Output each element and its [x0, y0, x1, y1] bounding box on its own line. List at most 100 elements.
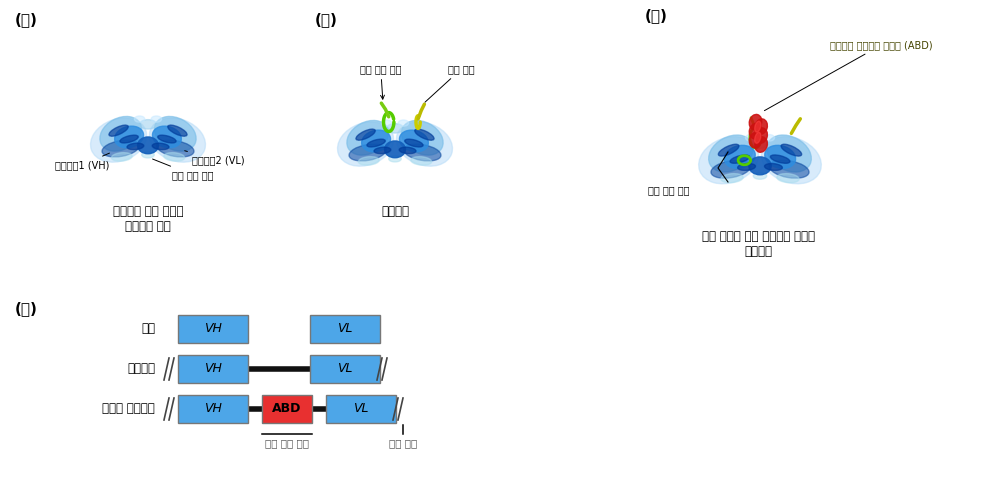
Ellipse shape: [134, 116, 145, 122]
Ellipse shape: [127, 143, 144, 150]
Text: 항체조각: 항체조각: [381, 205, 409, 218]
Ellipse shape: [338, 122, 394, 166]
Ellipse shape: [749, 132, 762, 148]
Ellipse shape: [718, 144, 739, 156]
Ellipse shape: [149, 118, 205, 162]
Text: (라): (라): [15, 301, 38, 316]
Text: VL: VL: [337, 323, 353, 336]
Ellipse shape: [749, 157, 771, 175]
Ellipse shape: [745, 134, 757, 141]
Ellipse shape: [157, 140, 194, 157]
Text: 체내 지속성 연장 단백질을 삽입한
항체조각: 체내 지속성 연장 단백질을 삽입한 항체조각: [702, 230, 814, 258]
Ellipse shape: [730, 155, 750, 163]
Ellipse shape: [102, 140, 139, 157]
Ellipse shape: [399, 130, 428, 152]
Ellipse shape: [91, 118, 147, 162]
Ellipse shape: [100, 116, 142, 151]
Text: 항체사슬1 (VH): 항체사슬1 (VH): [55, 153, 109, 170]
FancyBboxPatch shape: [262, 395, 312, 423]
Ellipse shape: [396, 122, 452, 166]
Ellipse shape: [347, 120, 389, 155]
Ellipse shape: [151, 116, 162, 122]
FancyBboxPatch shape: [178, 395, 248, 423]
Ellipse shape: [765, 145, 796, 169]
Text: 말단 영역: 말단 영역: [389, 438, 417, 448]
Text: VH: VH: [204, 402, 222, 415]
Ellipse shape: [781, 144, 802, 156]
FancyBboxPatch shape: [178, 355, 248, 383]
Ellipse shape: [356, 129, 375, 140]
Ellipse shape: [724, 145, 755, 169]
Text: ABD: ABD: [272, 402, 302, 415]
FancyBboxPatch shape: [310, 315, 380, 343]
Text: 항체에서 외부 물질과
결합하는 부분: 항체에서 외부 물질과 결합하는 부분: [113, 205, 183, 233]
Ellipse shape: [738, 164, 755, 170]
Ellipse shape: [411, 156, 432, 165]
Ellipse shape: [755, 119, 767, 134]
Ellipse shape: [769, 160, 809, 178]
Ellipse shape: [389, 156, 401, 162]
FancyBboxPatch shape: [310, 355, 380, 383]
Text: 개발된 항체조각: 개발된 항체조각: [102, 402, 155, 415]
Ellipse shape: [140, 120, 156, 129]
Ellipse shape: [111, 153, 132, 161]
Ellipse shape: [761, 137, 821, 184]
Ellipse shape: [152, 126, 181, 148]
Ellipse shape: [755, 132, 761, 143]
Ellipse shape: [158, 135, 176, 143]
Ellipse shape: [362, 130, 391, 152]
FancyBboxPatch shape: [326, 395, 396, 423]
Ellipse shape: [115, 126, 144, 148]
Ellipse shape: [415, 129, 434, 140]
Ellipse shape: [770, 155, 790, 163]
Text: 내부 연결 부위: 내부 연결 부위: [648, 185, 690, 195]
Ellipse shape: [384, 141, 406, 158]
Text: (나): (나): [315, 12, 338, 27]
Ellipse shape: [749, 123, 762, 139]
Text: 항체조각: 항체조각: [127, 363, 155, 375]
Ellipse shape: [168, 125, 187, 136]
Ellipse shape: [777, 173, 799, 183]
Text: 항체: 항체: [141, 323, 155, 336]
Ellipse shape: [763, 134, 775, 141]
Ellipse shape: [755, 128, 767, 143]
Ellipse shape: [721, 173, 743, 183]
Text: (가): (가): [15, 12, 38, 27]
FancyBboxPatch shape: [178, 315, 248, 343]
Ellipse shape: [164, 153, 185, 161]
Ellipse shape: [398, 120, 409, 126]
Text: VH: VH: [204, 363, 222, 375]
Ellipse shape: [404, 144, 441, 161]
Ellipse shape: [753, 172, 767, 179]
Text: VL: VL: [337, 363, 353, 375]
Ellipse shape: [381, 120, 392, 126]
Ellipse shape: [749, 114, 762, 130]
Text: 말단 영역: 말단 영역: [425, 64, 475, 102]
Ellipse shape: [405, 139, 423, 147]
Ellipse shape: [358, 156, 379, 165]
Ellipse shape: [401, 120, 443, 155]
Ellipse shape: [767, 135, 811, 172]
Text: 내부 연결 부위: 내부 연결 부위: [360, 64, 402, 99]
Ellipse shape: [367, 139, 385, 147]
Text: (다): (다): [645, 8, 668, 23]
Text: 항체사슬2 (VL): 항체사슬2 (VL): [185, 151, 245, 165]
Text: VH: VH: [204, 323, 222, 336]
Text: 내부 연결 부위: 내부 연결 부위: [265, 438, 309, 448]
Ellipse shape: [109, 125, 128, 136]
Ellipse shape: [120, 135, 138, 143]
Ellipse shape: [152, 143, 169, 150]
Ellipse shape: [349, 144, 386, 161]
Ellipse shape: [765, 164, 782, 170]
Ellipse shape: [154, 116, 196, 151]
Ellipse shape: [709, 135, 753, 172]
Ellipse shape: [751, 139, 769, 148]
Ellipse shape: [699, 137, 759, 184]
Ellipse shape: [142, 152, 154, 158]
Text: 알부민과 결합하는 단백질 (ABD): 알부민과 결합하는 단백질 (ABD): [764, 40, 933, 111]
Ellipse shape: [711, 160, 751, 178]
Text: 항원 결합 영역: 항원 결합 영역: [153, 159, 214, 180]
Ellipse shape: [138, 137, 158, 154]
Ellipse shape: [387, 124, 403, 133]
Text: VL: VL: [353, 402, 369, 415]
